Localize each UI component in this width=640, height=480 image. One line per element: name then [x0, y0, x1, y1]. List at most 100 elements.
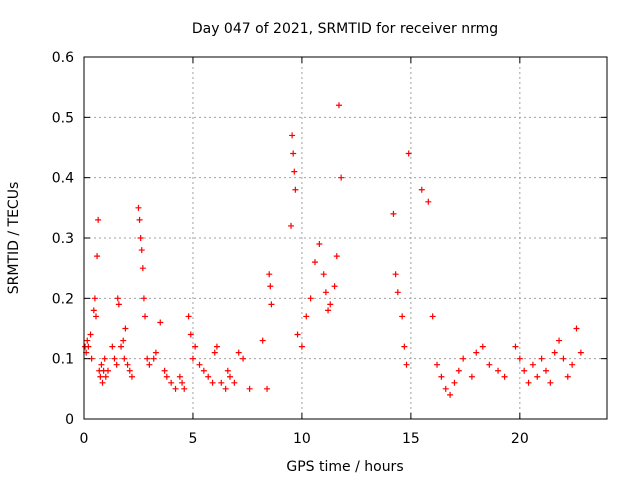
data-point	[307, 295, 314, 302]
data-point	[486, 361, 493, 368]
tick-labels: 0 5 10 15 20 0 0.1 0.2 0.3 0.4 0.5 0.6	[52, 50, 529, 447]
y-tick-label: 0.4	[52, 171, 74, 187]
data-point	[101, 355, 108, 362]
data-point	[181, 385, 188, 392]
x-tick-label: 20	[511, 431, 529, 447]
data-point	[211, 349, 218, 356]
data-point	[168, 379, 175, 386]
data-point	[139, 265, 146, 272]
data-point	[109, 343, 116, 350]
data-point	[157, 319, 164, 326]
data-point	[231, 379, 238, 386]
data-point	[122, 325, 129, 332]
data-point	[152, 349, 159, 356]
data-point	[142, 313, 149, 320]
data-point	[512, 343, 519, 350]
data-point	[95, 216, 102, 223]
data-point	[495, 367, 502, 374]
data-markers	[82, 102, 584, 398]
data-point	[205, 373, 212, 380]
data-point	[390, 210, 397, 217]
data-point	[224, 367, 231, 374]
data-point	[573, 325, 580, 332]
data-point	[468, 373, 475, 380]
data-point	[209, 379, 216, 386]
data-point	[325, 307, 332, 314]
data-point	[90, 307, 97, 314]
data-point	[84, 337, 91, 344]
data-point	[196, 361, 203, 368]
y-tick-label: 0	[65, 412, 74, 428]
y-tick-label: 0.3	[52, 231, 74, 247]
data-point	[137, 235, 144, 241]
data-point	[104, 367, 111, 374]
data-point	[144, 355, 151, 362]
data-point	[429, 313, 436, 320]
data-point	[200, 367, 207, 374]
data-point	[473, 349, 480, 356]
data-point	[118, 343, 125, 350]
data-point	[87, 331, 94, 338]
x-tick-label: 0	[80, 431, 89, 447]
data-point	[227, 373, 234, 380]
data-point	[460, 355, 467, 362]
data-point	[172, 385, 179, 392]
data-point	[521, 367, 528, 374]
data-point	[246, 385, 253, 392]
data-point	[266, 271, 273, 278]
data-point	[529, 361, 536, 368]
data-point	[98, 361, 105, 368]
data-point	[294, 331, 301, 338]
data-point	[259, 337, 266, 344]
data-point	[150, 355, 157, 362]
data-point	[425, 198, 432, 205]
data-point	[438, 373, 445, 380]
data-point	[542, 367, 549, 374]
data-point	[501, 373, 508, 380]
data-point	[115, 301, 122, 308]
data-point	[128, 373, 135, 380]
data-point	[121, 355, 128, 362]
data-point	[288, 222, 295, 229]
data-point	[311, 259, 318, 266]
data-point	[218, 379, 225, 386]
data-point	[434, 361, 441, 368]
data-point	[442, 385, 449, 392]
data-point	[569, 361, 576, 368]
x-axis-label: GPS time / hours	[286, 459, 403, 475]
data-point	[403, 361, 410, 368]
data-point	[547, 379, 554, 386]
data-point	[126, 367, 133, 374]
data-point	[97, 373, 104, 380]
y-tick-label: 0.1	[52, 352, 74, 368]
data-point	[146, 361, 153, 368]
data-point	[99, 379, 106, 386]
data-point	[267, 283, 274, 290]
data-point	[534, 373, 541, 380]
data-point	[289, 132, 296, 139]
data-point	[94, 253, 101, 260]
data-point	[394, 289, 401, 296]
data-point	[551, 349, 558, 356]
data-point	[264, 385, 271, 392]
data-point	[92, 313, 99, 320]
data-point	[455, 367, 462, 374]
y-tick-label: 0.2	[52, 291, 74, 307]
data-point	[113, 361, 120, 368]
data-point	[292, 186, 299, 193]
data-point	[447, 391, 454, 398]
data-point	[102, 373, 109, 380]
data-point	[333, 253, 340, 260]
data-point	[111, 355, 118, 362]
x-tick-label: 15	[402, 431, 420, 447]
data-point	[213, 343, 220, 350]
data-point	[185, 313, 192, 320]
x-tick-label: 10	[293, 431, 311, 447]
data-point	[479, 343, 486, 350]
data-point	[114, 295, 121, 302]
data-point	[298, 343, 305, 350]
data-point	[327, 301, 334, 308]
data-point	[85, 343, 92, 350]
data-point	[303, 313, 310, 320]
axis-ticks	[83, 56, 607, 420]
